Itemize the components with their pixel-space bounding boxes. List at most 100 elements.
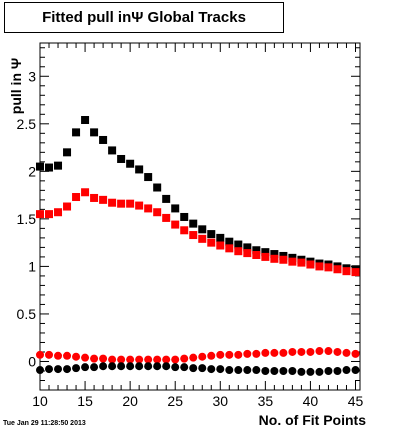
data-point-square: [54, 161, 63, 170]
data-point-square: [72, 128, 81, 137]
data-point-square: [216, 233, 225, 242]
data-point-square: [144, 173, 153, 182]
data-point-circle: [126, 355, 135, 364]
data-point-circle: [90, 363, 99, 372]
data-point-circle: [63, 351, 72, 360]
chart-marks: [36, 116, 360, 376]
data-point-circle: [99, 362, 108, 371]
data-point-circle: [270, 348, 279, 357]
data-point-square: [144, 204, 153, 213]
data-point-circle: [153, 355, 162, 364]
data-point-square: [72, 193, 81, 202]
data-point-circle: [315, 367, 324, 376]
data-point-square: [252, 246, 261, 255]
data-point-circle: [126, 362, 135, 371]
data-point-circle: [108, 362, 117, 371]
data-point-circle: [72, 352, 81, 361]
data-point-circle: [198, 364, 207, 373]
data-point-circle: [279, 366, 288, 375]
timestamp: Tue Jan 29 11:28:50 2013: [3, 420, 86, 427]
data-point-circle: [189, 353, 198, 362]
data-point-square: [162, 213, 171, 222]
data-point-square: [261, 248, 270, 257]
data-point-circle: [234, 366, 243, 375]
x-tick-label: 10: [32, 393, 48, 409]
data-point-circle: [180, 354, 189, 363]
data-point-circle: [351, 366, 360, 375]
data-point-square: [117, 154, 126, 163]
x-tick-label: 35: [258, 393, 274, 409]
chart-axes: 10 15 20 25 30 35 40 45 0 0.5 1 1.5 2 2.5 3: [17, 42, 364, 409]
data-point-square: [234, 240, 243, 249]
data-point-circle: [81, 353, 90, 362]
data-point-circle: [207, 351, 216, 360]
data-point-square: [135, 201, 144, 210]
data-point-circle: [117, 355, 126, 364]
data-point-square: [36, 210, 44, 219]
data-point-square: [108, 146, 117, 155]
data-point-square: [279, 255, 288, 264]
data-point-square: [171, 220, 180, 229]
data-point-square: [243, 249, 252, 258]
data-point-square: [243, 243, 252, 252]
data-point-square: [189, 231, 198, 240]
data-point-circle: [144, 362, 153, 371]
data-point-circle: [234, 350, 243, 359]
data-point-circle: [297, 367, 306, 376]
data-point-circle: [171, 363, 180, 372]
data-point-circle: [153, 362, 162, 371]
data-point-circle: [117, 362, 126, 371]
data-point-square: [162, 194, 171, 203]
data-point-circle: [54, 365, 63, 374]
data-point-square: [207, 238, 216, 247]
data-point-square: [108, 198, 117, 207]
data-point-square: [297, 258, 306, 267]
x-tick-label: 15: [77, 393, 93, 409]
data-point-circle: [333, 366, 342, 375]
data-point-square: [99, 135, 108, 144]
data-point-square: [36, 162, 44, 171]
data-point-circle: [90, 354, 99, 363]
data-point-circle: [108, 355, 117, 364]
plot-frame: [39, 42, 361, 391]
data-point-square: [45, 210, 54, 219]
data-point-circle: [288, 366, 297, 375]
data-point-square: [306, 260, 315, 269]
data-point-square: [198, 234, 207, 243]
data-point-circle: [189, 364, 198, 373]
data-point-circle: [324, 366, 333, 375]
data-point-square: [288, 257, 297, 266]
x-tick-label: 45: [348, 393, 364, 409]
data-point-circle: [306, 347, 315, 356]
data-point-circle: [252, 366, 261, 375]
data-point-circle: [261, 366, 270, 375]
data-point-square: [198, 225, 207, 234]
data-point-square: [252, 251, 261, 260]
data-point-square: [324, 263, 333, 272]
y-tick-label: 2.5: [17, 116, 37, 132]
data-point-square: [216, 241, 225, 250]
data-point-circle: [135, 362, 144, 371]
data-point-circle: [315, 347, 324, 356]
data-point-circle: [261, 348, 270, 357]
data-point-circle: [225, 350, 234, 359]
data-point-circle: [342, 366, 351, 375]
data-point-square: [135, 165, 144, 174]
y-tick-label: 1: [28, 258, 36, 274]
y-tick-label: 3: [28, 68, 36, 84]
data-point-square: [99, 195, 108, 204]
data-point-circle: [207, 365, 216, 374]
data-point-square: [270, 250, 279, 259]
x-tick-label: 20: [122, 393, 138, 409]
chart-title: Fitted pull inΨ Global Tracks: [42, 9, 246, 26]
data-point-square: [333, 265, 342, 274]
data-point-square: [171, 204, 180, 213]
data-point-circle: [279, 348, 288, 357]
data-point-square: [270, 254, 279, 263]
data-point-circle: [324, 347, 333, 356]
data-point-circle: [288, 347, 297, 356]
data-point-circle: [45, 350, 54, 359]
data-point-circle: [351, 349, 360, 358]
data-point-circle: [252, 349, 261, 358]
